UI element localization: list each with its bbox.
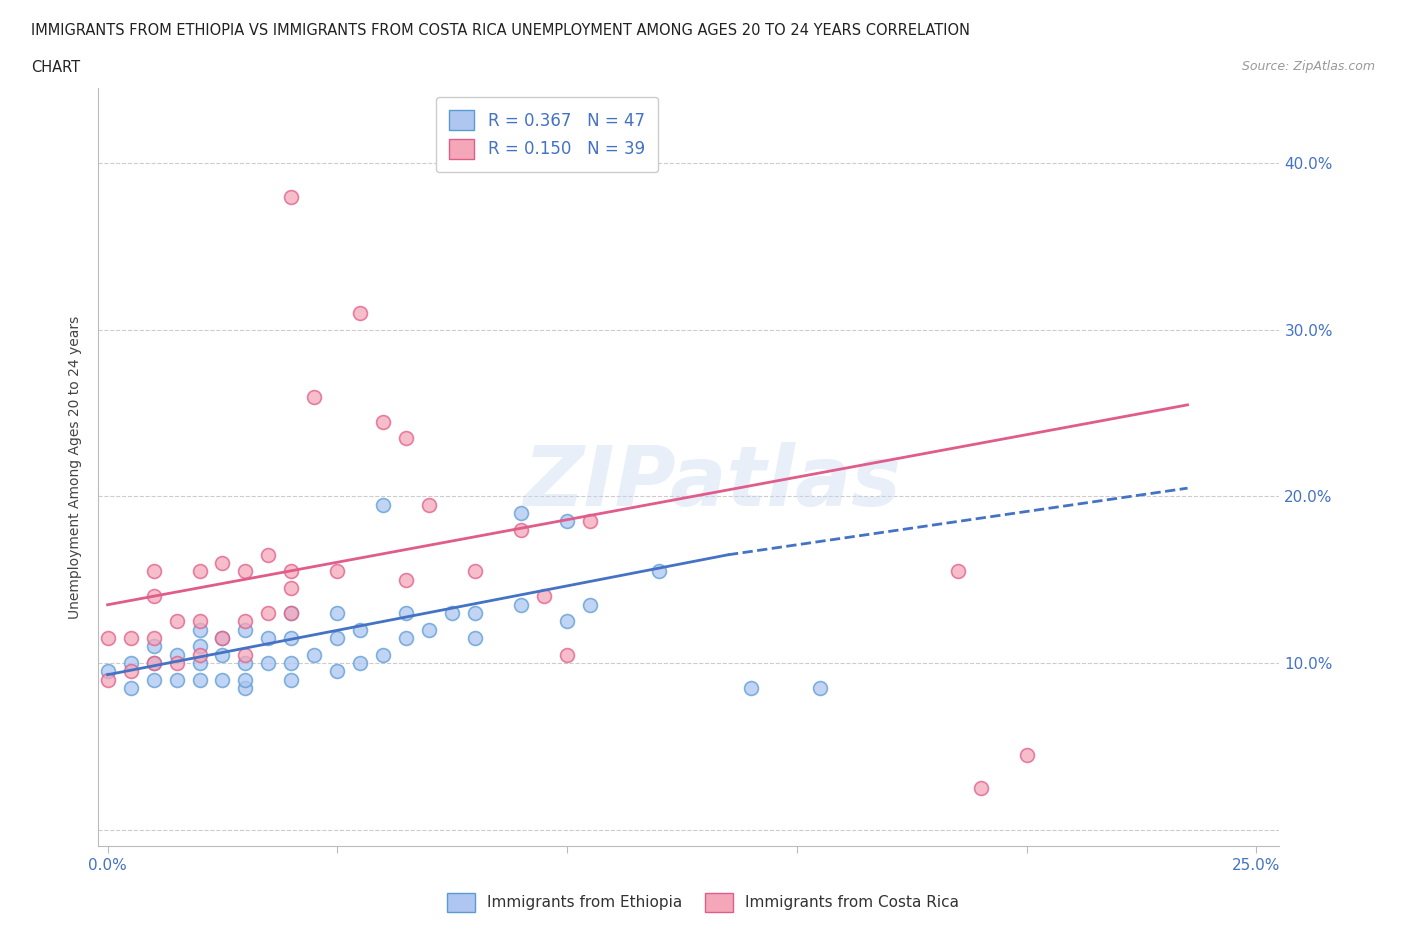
Point [510,523,533,538]
Point [188,656,211,671]
Point [395,631,418,645]
Point [555,614,578,629]
Point [142,564,165,578]
Point [533,589,555,604]
Point [946,564,969,578]
Point [555,647,578,662]
Point [235,564,257,578]
Point [510,597,533,612]
Point [142,656,165,671]
Point [142,656,165,671]
Point [395,605,418,620]
Point [349,306,371,321]
Point [235,622,257,637]
Point [304,389,326,404]
Point [579,597,602,612]
Point [188,614,211,629]
Point [579,514,602,529]
Point [211,672,233,687]
Text: ZIPatlas: ZIPatlas [523,442,901,523]
Point [188,639,211,654]
Point [418,498,440,512]
Point [326,564,349,578]
Point [257,656,280,671]
Point [211,555,233,570]
Point [235,656,257,671]
Point [97,672,120,687]
Point [464,605,486,620]
Point [808,681,831,696]
Point [740,681,762,696]
Point [235,647,257,662]
Point [280,631,302,645]
Point [97,664,120,679]
Point [349,622,371,637]
Point [280,672,302,687]
Point [211,631,233,645]
Point [280,656,302,671]
Point [326,605,349,620]
Point [304,647,326,662]
Legend: Immigrants from Ethiopia, Immigrants from Costa Rica: Immigrants from Ethiopia, Immigrants fro… [441,887,965,918]
Point [280,580,302,595]
Point [97,631,120,645]
Point [349,656,371,671]
Point [418,622,440,637]
Point [120,664,142,679]
Point [166,656,188,671]
Point [188,672,211,687]
Legend: R = 0.367   N = 47, R = 0.150   N = 39: R = 0.367 N = 47, R = 0.150 N = 39 [436,97,658,172]
Point [441,605,464,620]
Point [280,605,302,620]
Point [120,631,142,645]
Point [120,681,142,696]
Point [257,631,280,645]
Point [464,564,486,578]
Text: CHART: CHART [31,60,80,75]
Point [373,414,395,429]
Text: IMMIGRANTS FROM ETHIOPIA VS IMMIGRANTS FROM COSTA RICA UNEMPLOYMENT AMONG AGES 2: IMMIGRANTS FROM ETHIOPIA VS IMMIGRANTS F… [31,23,970,38]
Point [120,656,142,671]
Point [510,506,533,521]
Point [235,681,257,696]
Point [970,780,993,795]
Point [166,672,188,687]
Point [142,639,165,654]
Point [211,647,233,662]
Point [280,189,302,204]
Point [280,605,302,620]
Point [373,647,395,662]
Text: Source: ZipAtlas.com: Source: ZipAtlas.com [1241,60,1375,73]
Point [373,498,395,512]
Point [326,631,349,645]
Point [464,631,486,645]
Point [188,647,211,662]
Point [211,631,233,645]
Point [326,664,349,679]
Point [1015,747,1038,762]
Point [257,605,280,620]
Point [648,564,671,578]
Point [188,622,211,637]
Point [235,672,257,687]
Point [395,572,418,587]
Point [166,614,188,629]
Y-axis label: Unemployment Among Ages 20 to 24 years: Unemployment Among Ages 20 to 24 years [69,315,83,619]
Point [142,631,165,645]
Point [142,672,165,687]
Point [142,589,165,604]
Point [555,514,578,529]
Point [395,431,418,445]
Point [235,614,257,629]
Point [166,647,188,662]
Point [188,564,211,578]
Point [257,548,280,563]
Point [280,564,302,578]
